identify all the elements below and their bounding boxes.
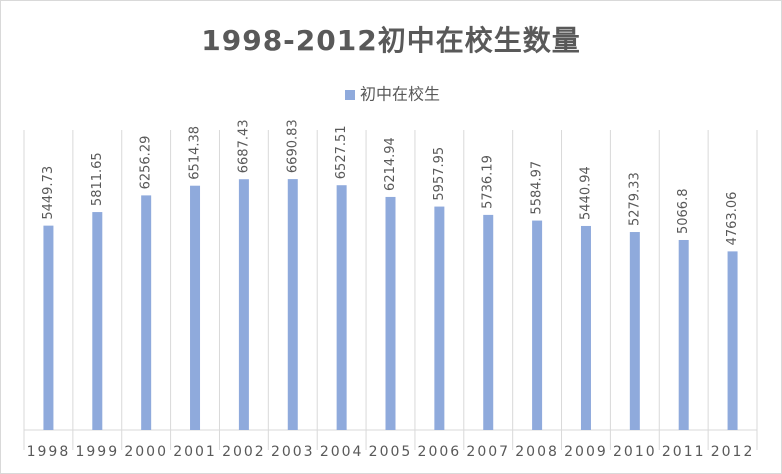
- bar: [385, 196, 396, 430]
- bar: [532, 220, 543, 430]
- x-tick-label: 2008: [515, 444, 559, 460]
- chart-title: 1998-2012初中在校生数量: [201, 24, 580, 57]
- legend-label: 初中在校生: [360, 85, 440, 104]
- data-label: 6687.43: [236, 119, 251, 173]
- x-tick-label: 2001: [173, 444, 217, 460]
- data-label: 4763.06: [725, 192, 740, 246]
- bar: [727, 251, 738, 430]
- legend-swatch: [345, 90, 355, 100]
- bar: [92, 212, 103, 430]
- data-label: 5584.97: [530, 161, 545, 215]
- bar: [483, 214, 494, 430]
- bar: [678, 239, 689, 430]
- x-tick-label: 2000: [124, 444, 168, 460]
- data-label: 5440.94: [578, 166, 593, 220]
- x-tick-label: 1999: [75, 444, 119, 460]
- data-label: 6514.38: [188, 126, 203, 180]
- x-tick-label: 2009: [564, 444, 608, 460]
- x-tick-label: 2011: [662, 444, 706, 460]
- bar: [43, 225, 54, 430]
- data-label: 5736.19: [481, 155, 496, 209]
- x-tick-label: 2007: [466, 444, 510, 460]
- bar: [190, 185, 201, 430]
- x-tick-label: 1998: [27, 444, 71, 460]
- x-tick-label: 2012: [711, 444, 755, 460]
- x-tick-label: 2005: [369, 444, 413, 460]
- bar: [580, 225, 591, 430]
- data-label: 6214.94: [383, 137, 398, 191]
- x-tick-label: 2006: [418, 444, 462, 460]
- data-label: 6527.51: [334, 125, 349, 179]
- data-label: 5957.95: [432, 147, 447, 201]
- bar: [336, 185, 347, 430]
- bar: [238, 179, 249, 430]
- data-label: 6256.29: [139, 136, 154, 190]
- bar: [141, 195, 152, 430]
- x-tick-label: 2010: [613, 444, 657, 460]
- x-tick-label: 2003: [271, 444, 315, 460]
- data-label: 5811.65: [90, 152, 105, 206]
- bar: [434, 206, 445, 430]
- data-label: 6690.83: [285, 119, 300, 173]
- data-label: 5449.73: [41, 166, 56, 220]
- x-tick-label: 2004: [320, 444, 364, 460]
- data-label: 5279.33: [627, 172, 642, 226]
- bar: [287, 179, 298, 430]
- data-label: 5066.8: [676, 188, 691, 234]
- bar: [629, 232, 640, 430]
- x-tick-label: 2002: [222, 444, 266, 460]
